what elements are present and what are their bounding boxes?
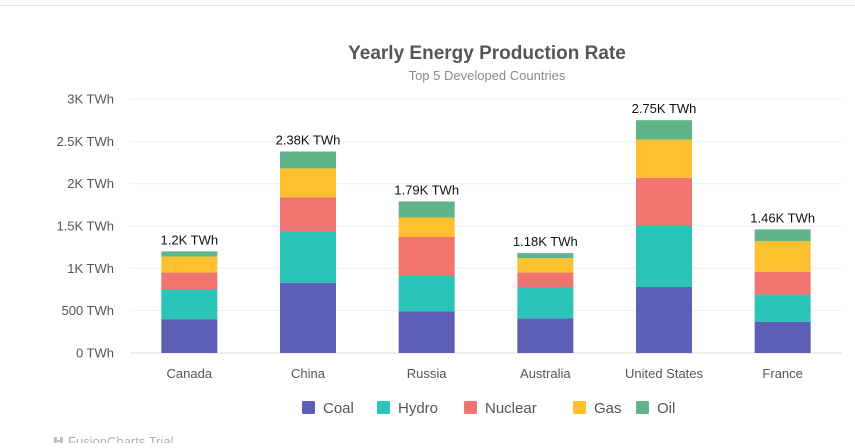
- watermark: FusionCharts Trial: [54, 434, 174, 448]
- legend-item-gas[interactable]: Gas: [573, 400, 622, 417]
- chart-subtitle: Top 5 Developed Countries: [409, 68, 566, 83]
- legend-item-coal[interactable]: Coal: [302, 400, 354, 417]
- bar-segment-oil[interactable]: [280, 151, 336, 169]
- bar-total-label: 1.46K TWh: [750, 210, 815, 225]
- y-tick-label: 0 TWh: [76, 346, 114, 361]
- legend-item-hydro[interactable]: Hydro: [377, 400, 438, 417]
- bar-segment-nuclear[interactable]: [398, 237, 455, 276]
- bar-segment-coal[interactable]: [161, 319, 218, 353]
- legend-item-nuclear[interactable]: Nuclear: [464, 400, 537, 417]
- bar-segment-oil[interactable]: [636, 120, 692, 140]
- bar-total-label: 2.38K TWh: [276, 132, 341, 147]
- bar-total-label: 1.79K TWh: [394, 182, 459, 197]
- bar-segment-coal[interactable]: [398, 311, 455, 353]
- legend: Coal Hydro Nuclear Gas Oil: [302, 400, 675, 417]
- bar-total-label: 1.2K TWh: [161, 232, 219, 247]
- legend-swatch: [573, 401, 586, 414]
- bar-segment-nuclear[interactable]: [517, 272, 574, 287]
- x-tick-label: Australia: [520, 366, 571, 381]
- bar-segment-coal[interactable]: [280, 282, 336, 353]
- legend-label: Gas: [594, 400, 622, 417]
- bar-segment-gas[interactable]: [161, 256, 218, 273]
- bar-segment-nuclear[interactable]: [636, 177, 692, 226]
- x-axis: Canada China Russia Australia United States F…: [167, 366, 803, 381]
- x-tick-label: China: [291, 366, 326, 381]
- bar-segment-coal[interactable]: [636, 286, 692, 353]
- bar-segment-gas[interactable]: [517, 258, 574, 273]
- top-divider: [0, 5, 855, 6]
- bar-segment-nuclear[interactable]: [161, 272, 218, 290]
- bar-segment-hydro[interactable]: [517, 286, 574, 319]
- bar-segment-oil[interactable]: [754, 229, 811, 242]
- legend-swatch: [377, 401, 390, 414]
- legend-label: Coal: [323, 400, 354, 417]
- bar-segment-nuclear[interactable]: [754, 271, 811, 295]
- bar-total-label: 2.75K TWh: [632, 101, 697, 116]
- x-tick-label: Russia: [407, 366, 448, 381]
- y-tick-label: 2K TWh: [67, 176, 114, 191]
- y-tick-label: 500 TWh: [61, 303, 114, 318]
- legend-item-oil[interactable]: Oil: [636, 400, 675, 417]
- bar-segment-gas[interactable]: [280, 168, 336, 198]
- bar-total-label: 1.18K TWh: [513, 234, 578, 249]
- legend-label: Oil: [657, 400, 675, 417]
- bar-segment-hydro[interactable]: [398, 275, 455, 312]
- bar-segment-gas[interactable]: [754, 241, 811, 272]
- x-tick-label: France: [762, 366, 802, 381]
- legend-swatch: [464, 401, 477, 414]
- y-axis: 0 TWh 500 TWh 1K TWh 1.5K TWh 2K TWh 2.5K TWh…: [56, 92, 114, 361]
- y-tick-label: 1.5K TWh: [56, 219, 114, 234]
- bar-segment-hydro[interactable]: [280, 231, 336, 283]
- legend-swatch: [636, 401, 649, 414]
- bar-segment-nuclear[interactable]: [280, 197, 336, 232]
- bar-segment-gas[interactable]: [636, 139, 692, 178]
- legend-label: Nuclear: [485, 400, 537, 417]
- gridlines: [130, 98, 842, 354]
- bar-segment-hydro[interactable]: [636, 226, 692, 287]
- y-tick-label: 3K TWh: [67, 92, 114, 107]
- x-tick-label: United States: [625, 366, 704, 381]
- x-tick-label: Canada: [167, 366, 213, 381]
- y-tick-label: 2.5K TWh: [56, 134, 114, 149]
- chart-title: Yearly Energy Production Rate: [348, 43, 626, 64]
- bar-segment-oil[interactable]: [398, 201, 455, 218]
- fusioncharts-logo-icon: [54, 437, 63, 445]
- legend-swatch: [302, 401, 315, 414]
- bar-segment-hydro[interactable]: [754, 294, 811, 322]
- bar-segment-hydro[interactable]: [161, 289, 218, 320]
- bars: 1.2K TWh 2.38K TWh 1.79K TWh 1.18K TWh 2.75K…: [161, 101, 815, 353]
- bar-segment-coal[interactable]: [754, 321, 811, 353]
- bar-segment-oil[interactable]: [161, 251, 218, 257]
- y-tick-label: 1K TWh: [67, 261, 114, 276]
- bar-segment-gas[interactable]: [398, 217, 455, 238]
- legend-label: Hydro: [398, 400, 438, 417]
- watermark-text: FusionCharts Trial: [68, 434, 174, 443]
- bar-segment-oil[interactable]: [517, 253, 574, 259]
- bar-segment-coal[interactable]: [517, 318, 574, 353]
